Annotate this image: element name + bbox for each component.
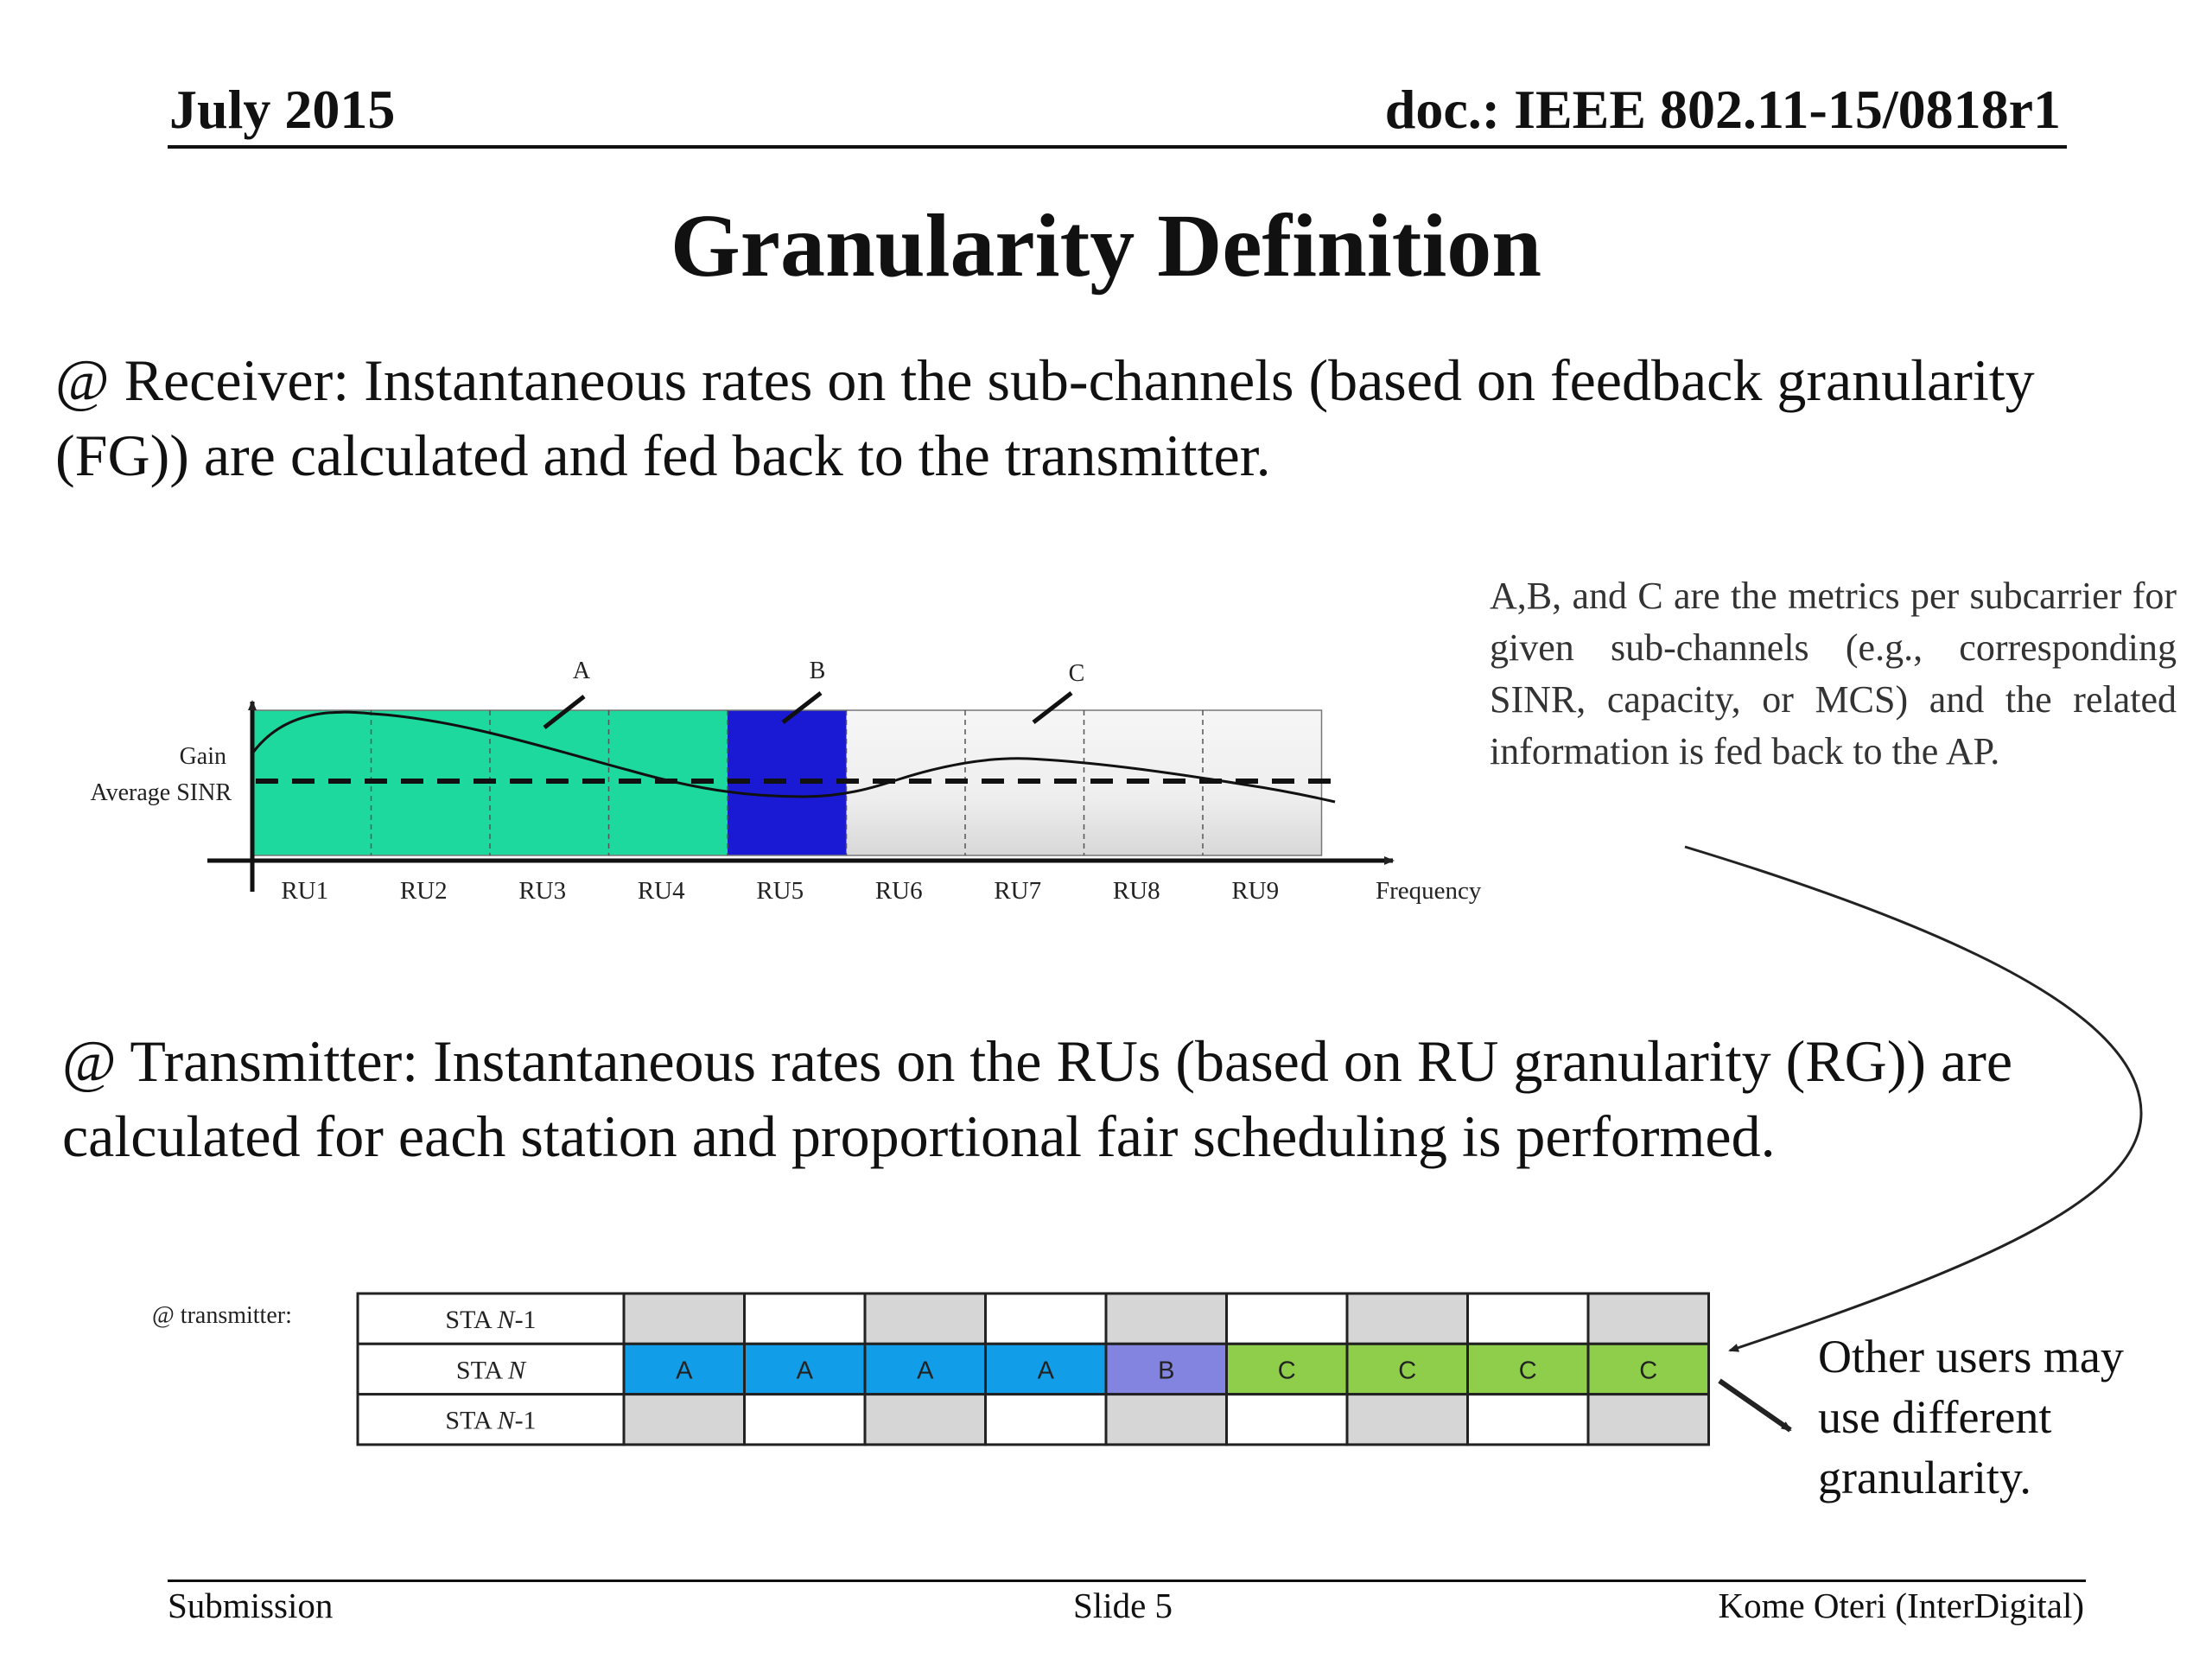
average-sinr-label: Average SINR: [90, 779, 232, 806]
schedule-cell-label: A: [676, 1357, 693, 1384]
schedule-cell: [1104, 1393, 1228, 1446]
schedule-cell-label: A: [917, 1357, 934, 1384]
callout-pointer-c: [1032, 691, 1073, 724]
ru-tick-label: RU1: [281, 877, 328, 905]
schedule-cell-label: C: [1519, 1357, 1537, 1384]
schedule-cell-label: C: [1398, 1357, 1416, 1384]
ru-tick-label: RU6: [875, 877, 923, 905]
station-label-prefix: STA: [456, 1356, 508, 1384]
transmitter-paragraph: @ Transmitter: Instantaneous rates on th…: [62, 1028, 2013, 1169]
header-doc-id: doc.: IEEE 802.11-15/0818r1: [1384, 79, 2061, 140]
station-label-n: N: [497, 1306, 517, 1334]
station-cell: [356, 1393, 626, 1446]
station-label-n: N: [497, 1407, 517, 1435]
schedule-cell: [1225, 1292, 1349, 1345]
schedule-cell: [1104, 1342, 1228, 1396]
other-users-arrow: [1718, 1378, 1792, 1433]
schedule-cell: [1104, 1292, 1228, 1345]
schedule-cell: [1345, 1292, 1469, 1345]
footer-author: Kome Oteri (InterDigital): [1718, 1586, 2084, 1625]
schedule-cell: [1225, 1393, 1349, 1446]
transmitter-row-label: @ transmitter:: [152, 1302, 292, 1329]
station-cell: [356, 1342, 626, 1396]
frequency-axis-label: Frequency: [1376, 877, 1482, 905]
schedule-cell: [863, 1292, 987, 1345]
callout-label-b: B: [810, 658, 826, 684]
schedule-cell: [984, 1393, 1108, 1446]
station-label-prefix: STA: [445, 1407, 497, 1435]
schedule-cell-label: C: [1639, 1357, 1657, 1384]
ru-tick-label: RU3: [518, 877, 566, 905]
schedule-cell: [622, 1342, 746, 1396]
header-divider: [168, 145, 2067, 149]
footer-slide-number: Slide 5: [1073, 1586, 1173, 1625]
schedule-cell: [1466, 1292, 1590, 1345]
callout-pointer-b: [781, 691, 823, 724]
station-label-prefix: STA: [445, 1306, 497, 1334]
station-label-suffix: -1: [515, 1306, 537, 1334]
callout-label-c: C: [1069, 660, 1085, 687]
slide-title: Granularity Definition: [670, 196, 1542, 296]
station-label: STA N-1: [445, 1306, 536, 1334]
schedule-cell: [1586, 1292, 1710, 1345]
metrics-note: A,B, and C are the metrics per subcarrie…: [1490, 575, 2177, 772]
gain-curve: [251, 710, 1336, 804]
schedule-cell: [622, 1393, 746, 1446]
ru-tick-label: RU9: [1231, 877, 1279, 905]
ru-tick-label: RU2: [400, 877, 448, 905]
schedule-cell: [984, 1342, 1108, 1396]
connector-arrows: [1684, 845, 2143, 1433]
receiver-paragraph: @ Receiver: Instantaneous rates on the s…: [55, 347, 2035, 488]
station-label-n: N: [507, 1356, 527, 1384]
ru-tick-label: RU8: [1113, 877, 1160, 905]
schedule-cell: [1345, 1393, 1469, 1446]
schedule-cell: [1345, 1342, 1469, 1396]
schedule-cell-label: A: [1038, 1357, 1055, 1384]
footer-submission: Submission: [168, 1586, 334, 1625]
footer-divider: [168, 1580, 2086, 1582]
schedule-cell: [1225, 1342, 1349, 1396]
callout-pointer-a: [543, 695, 586, 729]
frequency-chart: Gain Average SINR Frequency RU1 RU2 RU3 RU4 RU5…: [90, 658, 1481, 905]
ru-tick-label: RU7: [994, 877, 1041, 905]
schedule-cell: [1466, 1393, 1590, 1446]
station-label-suffix: -1: [515, 1407, 537, 1435]
ru-tick-label: RU5: [756, 877, 804, 905]
schedule-cell: [863, 1393, 987, 1446]
feedback-arrow: [1684, 845, 2143, 1352]
schedule-cell: [984, 1292, 1108, 1345]
station-label: STA N-1: [445, 1407, 536, 1435]
schedule-cell: [743, 1393, 867, 1446]
other-users-note: Other users may use different granularit…: [1818, 1331, 2124, 1503]
schedule-cell-label: B: [1158, 1357, 1174, 1384]
callout-label-a: A: [573, 658, 591, 684]
schedule-cell-label: C: [1278, 1357, 1296, 1384]
schedule-cell: [622, 1292, 746, 1345]
station-label: STA N: [456, 1356, 527, 1384]
schedule-cell-label: A: [797, 1357, 814, 1384]
schedule-cell: [863, 1342, 987, 1396]
schedule-cell: [743, 1292, 867, 1345]
ru-tick-label: RU4: [638, 877, 685, 905]
header-date: July 2015: [169, 79, 396, 140]
gain-label: Gain: [180, 743, 226, 770]
schedule-cell: [1586, 1393, 1710, 1446]
